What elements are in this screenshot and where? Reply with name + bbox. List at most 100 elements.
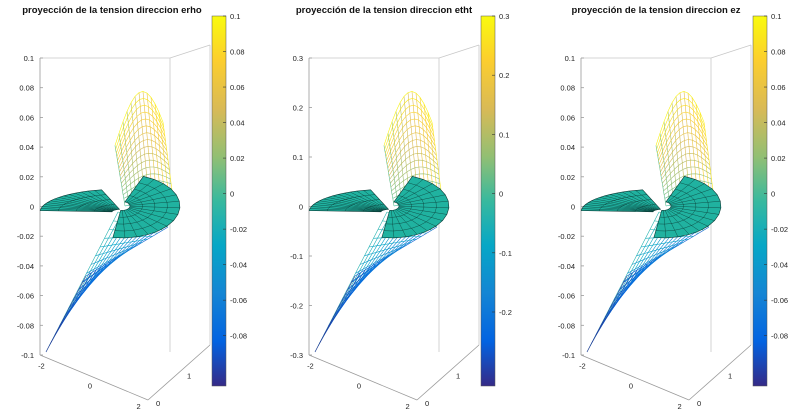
- x-tick-label: 0: [357, 382, 361, 391]
- z-tick-label: 0.06: [19, 113, 34, 122]
- chart-title: proyección de la tension direccion erho: [22, 5, 202, 16]
- mesh-line: [364, 242, 412, 257]
- y-tick-label: 0: [697, 399, 701, 408]
- mesh-line: [661, 152, 710, 180]
- colorbar-tick-label: 0.06: [230, 83, 245, 92]
- colorbar-tick-label: 0.1: [771, 12, 781, 21]
- mesh-line: [657, 104, 706, 154]
- colorbar-tick-label: 0.2: [499, 71, 509, 80]
- colorbar: -0.08 -0.06 -0.04 -0.02 0 0.02 0.04 0.06 0.08 0.1: [211, 12, 247, 387]
- z-tick-label: -0.1: [290, 252, 303, 261]
- mesh-line: [114, 91, 164, 146]
- colorbar-tick-label: -0.2: [499, 308, 512, 317]
- sector-grid: [326, 194, 376, 211]
- colorbar-tick-label: -0.06: [230, 296, 247, 305]
- mesh-line: [390, 166, 440, 188]
- z-tick-label: 0.02: [19, 173, 34, 182]
- mesh-line: [45, 275, 87, 353]
- x-tick-label: -2: [579, 361, 586, 370]
- mesh-line: [355, 248, 402, 274]
- mesh-line: [385, 104, 434, 154]
- z-tick-label: -0.08: [17, 321, 34, 330]
- z-tick-label: 0.08: [560, 84, 575, 93]
- mesh-line: [121, 159, 170, 184]
- axis-box-line: [147, 344, 211, 401]
- axis-box-line: [438, 44, 480, 59]
- z-tick-label: -0.06: [558, 292, 575, 301]
- y-tick-label: 1: [728, 372, 732, 381]
- colorbar-tick-label: 0.02: [230, 154, 245, 163]
- z-tick-label: 0: [30, 203, 34, 212]
- z-tick-label: -0.06: [17, 292, 34, 301]
- subplot-erho: proyección de la tension direccion erho …: [17, 5, 247, 411]
- sector-grid: [93, 204, 116, 212]
- mesh-line: [116, 104, 165, 154]
- z-tick-label: -0.04: [17, 262, 34, 271]
- sector-grid: [616, 199, 652, 212]
- zero-plane-sector: [308, 189, 390, 213]
- z-tick-label: 0.2: [293, 104, 303, 113]
- colorbar-tick-label: 0.08: [771, 48, 786, 57]
- colorbar-tick-label: 0: [771, 190, 775, 199]
- mesh-line: [655, 91, 705, 146]
- mesh-line: [119, 139, 168, 173]
- sector-grid: [362, 204, 385, 212]
- sector-grid: [344, 199, 380, 212]
- mesh-line: [386, 118, 435, 161]
- z-tick-label: 0.04: [560, 143, 575, 152]
- y-tick-label: 0: [156, 399, 160, 408]
- colorbar-tick-label: 0: [230, 190, 234, 199]
- colorbar-tick-label: 0.1: [499, 130, 509, 139]
- z-tick-label: -0.08: [558, 321, 575, 330]
- mesh-line: [663, 173, 712, 192]
- z-tick-label: -0.04: [558, 262, 575, 271]
- sector-grid: [655, 182, 709, 232]
- mesh-line: [50, 272, 92, 344]
- sector-grid: [75, 199, 111, 212]
- chart-title: proyección de la tension direccion ez: [572, 5, 741, 16]
- mesh-line: [116, 111, 166, 157]
- zero-plane-sector: [381, 175, 450, 239]
- mesh-line: [86, 248, 133, 274]
- mesh-line: [631, 245, 679, 265]
- mesh-line: [122, 173, 171, 192]
- sector-grid: [387, 195, 412, 218]
- sector-grid: [116, 188, 156, 225]
- mesh-line: [591, 272, 633, 344]
- axis-box-line: [580, 354, 690, 401]
- z-tick-label: -0.1: [21, 351, 34, 360]
- z-tick-label: 0.08: [19, 84, 34, 93]
- colorbar-tick-label: -0.08: [230, 332, 247, 341]
- axis-box-line: [39, 354, 149, 401]
- axis-box-line: [710, 44, 752, 59]
- mesh-line: [99, 239, 148, 248]
- z-tick-label: -0.2: [290, 302, 303, 311]
- x-tick-label: -2: [38, 361, 45, 370]
- mesh-line: [640, 239, 689, 248]
- z-tick-label: 0.1: [293, 153, 303, 162]
- z-tick-label: 0.3: [293, 54, 303, 63]
- mesh-line: [117, 118, 166, 161]
- sector-grid: [114, 182, 168, 232]
- mesh-line: [658, 118, 707, 161]
- colorbar-tick-label: -0.02: [230, 225, 247, 234]
- axis-box-line: [416, 344, 480, 401]
- mesh-line: [121, 166, 171, 188]
- subplot-ez: proyección de la tension direccion ez -0…: [558, 5, 788, 411]
- mesh-line: [383, 91, 433, 146]
- z-tick-label: 0.02: [560, 173, 575, 182]
- colorbar: -0.2 -0.1 0 0.1 0.2 0.3: [480, 12, 512, 387]
- colorbar-tick-label: -0.1: [499, 249, 512, 258]
- colorbar-tick-label: -0.06: [771, 296, 788, 305]
- colorbar-gradient: [480, 15, 496, 387]
- mesh-line: [659, 132, 709, 169]
- z-tick-label: -0.3: [290, 351, 303, 360]
- mesh-line: [119, 146, 169, 176]
- z-tick-label: 0.1: [24, 54, 34, 63]
- x-tick-label: 2: [137, 402, 141, 411]
- mesh-line: [115, 98, 164, 150]
- mesh-line: [95, 242, 143, 257]
- mesh-line: [390, 159, 439, 184]
- mesh-line: [660, 146, 710, 176]
- mesh-line: [636, 242, 684, 257]
